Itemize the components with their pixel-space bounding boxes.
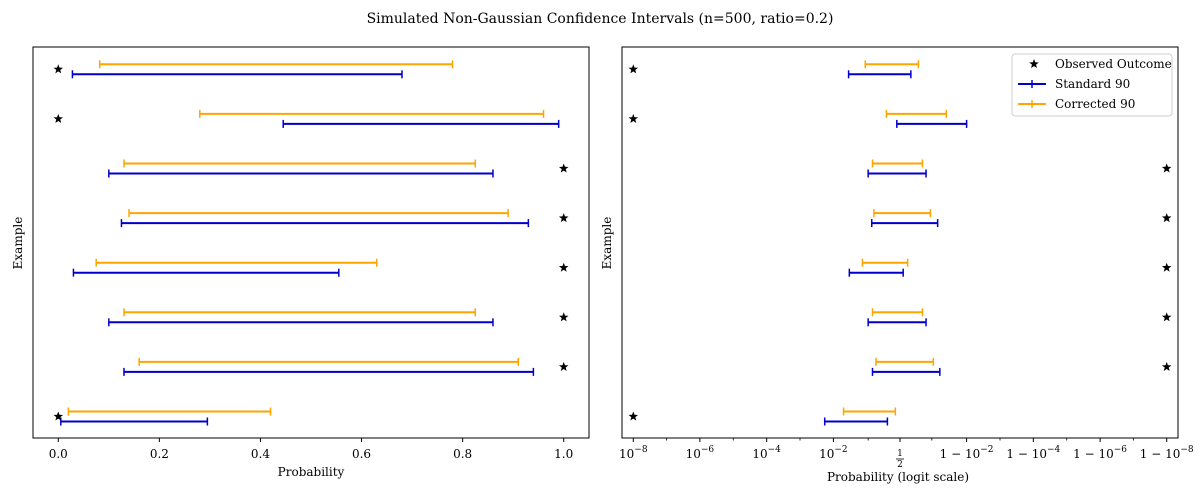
legend-label-observed: Observed Outcome bbox=[1055, 57, 1172, 71]
left-observed-point-6 bbox=[53, 113, 64, 123]
left-standard-interval-3 bbox=[72, 268, 340, 277]
right-x-axis-label: Probability (logit scale) bbox=[827, 470, 969, 484]
left-observed-point-1 bbox=[558, 361, 569, 371]
right-observed-point-4 bbox=[1161, 213, 1172, 223]
left-observed-point-0 bbox=[53, 411, 64, 421]
right-x-tick-label: 1 − 10−8 bbox=[1140, 445, 1194, 461]
left-corrected-interval-6 bbox=[199, 109, 545, 118]
right-x-tick-label: 10−6 bbox=[686, 445, 715, 461]
left-observed-point-7 bbox=[53, 64, 64, 74]
right-x-tick-label: 1 bbox=[897, 449, 903, 459]
left-plot-marks bbox=[53, 60, 569, 426]
left-panel: 0.0 0.2 0.4 0.6 0.8 1.0 Probability Example bbox=[11, 46, 590, 479]
right-observed-point-1 bbox=[1161, 361, 1172, 371]
right-corrected-interval-2 bbox=[871, 308, 924, 317]
right-x-ticks: 10−8 10−6 10−4 10−2 12 1 − 10−2 1 − 10−4 1 − 10… bbox=[619, 438, 1194, 470]
legend-swatch-observed bbox=[1029, 59, 1039, 69]
left-standard-interval-1 bbox=[123, 367, 535, 376]
left-x-tick-label: 0.2 bbox=[150, 447, 169, 461]
right-corrected-interval-5 bbox=[871, 159, 924, 168]
right-observed-point-6 bbox=[628, 113, 639, 123]
right-plot-marks bbox=[628, 60, 1172, 426]
right-x-tick-label: 1 − 10−2 bbox=[940, 445, 994, 461]
right-standard-interval-0 bbox=[823, 417, 889, 426]
right-observed-point-5 bbox=[1161, 163, 1172, 173]
left-x-tick-label: 0.0 bbox=[49, 447, 68, 461]
left-observed-point-4 bbox=[558, 213, 569, 223]
right-x-tick-label: 10−2 bbox=[819, 445, 848, 461]
left-corrected-interval-7 bbox=[98, 60, 454, 69]
right-standard-interval-4 bbox=[871, 219, 939, 228]
right-observed-point-3 bbox=[1161, 262, 1172, 272]
left-corrected-interval-5 bbox=[123, 159, 477, 168]
left-standard-interval-0 bbox=[60, 417, 209, 426]
left-x-tick-label: 1.0 bbox=[554, 447, 573, 461]
right-standard-interval-1 bbox=[871, 367, 941, 376]
left-observed-point-2 bbox=[558, 312, 569, 322]
left-observed-point-5 bbox=[558, 163, 569, 173]
right-corrected-interval-0 bbox=[842, 407, 897, 416]
right-x-tick-label: 10−4 bbox=[752, 445, 781, 461]
left-corrected-interval-2 bbox=[123, 308, 477, 317]
right-x-tick-label: 10−8 bbox=[619, 445, 648, 461]
right-corrected-interval-3 bbox=[861, 258, 909, 267]
right-observed-point-7 bbox=[628, 64, 639, 74]
left-corrected-interval-3 bbox=[95, 258, 378, 267]
right-corrected-interval-6 bbox=[885, 109, 948, 118]
left-x-axis-label: Probability bbox=[278, 465, 345, 479]
right-x-tick-label: 1 − 10−4 bbox=[1006, 445, 1060, 461]
left-standard-interval-2 bbox=[108, 318, 494, 327]
right-y-axis-label: Example bbox=[600, 217, 614, 270]
right-standard-interval-6 bbox=[896, 119, 968, 128]
left-x-tick-label: 0.6 bbox=[352, 447, 371, 461]
left-x-tick-label: 0.8 bbox=[453, 447, 472, 461]
right-x-tick-label-denominator: 2 bbox=[897, 460, 903, 470]
right-standard-interval-7 bbox=[847, 70, 912, 79]
left-axes-frame bbox=[32, 46, 590, 439]
right-standard-interval-5 bbox=[867, 169, 927, 178]
right-observed-point-0 bbox=[628, 411, 639, 421]
left-corrected-interval-0 bbox=[67, 407, 272, 416]
right-corrected-interval-7 bbox=[864, 60, 920, 69]
right-corrected-interval-4 bbox=[873, 209, 932, 218]
left-standard-interval-7 bbox=[71, 70, 403, 79]
left-y-axis-label: Example bbox=[11, 217, 25, 270]
right-observed-point-2 bbox=[1161, 312, 1172, 322]
left-corrected-interval-1 bbox=[138, 357, 519, 366]
right-x-tick-label: 1 − 10−6 bbox=[1073, 445, 1127, 461]
left-corrected-interval-4 bbox=[128, 209, 509, 218]
left-standard-interval-5 bbox=[108, 169, 494, 178]
right-standard-interval-2 bbox=[867, 318, 927, 327]
right-panel: 10−8 10−6 10−4 10−2 12 1 − 10−2 1 − 10−4 1 − 10… bbox=[600, 46, 1194, 484]
left-standard-interval-4 bbox=[120, 219, 530, 228]
left-x-ticks: 0.0 0.2 0.4 0.6 0.8 1.0 bbox=[49, 438, 573, 461]
left-x-tick-label: 0.4 bbox=[251, 447, 270, 461]
figure-title: Simulated Non-Gaussian Confidence Interv… bbox=[367, 11, 834, 27]
legend-swatches bbox=[1018, 59, 1046, 108]
legend: Observed Outcome Standard 90 Corrected 9… bbox=[1011, 53, 1173, 117]
right-standard-interval-3 bbox=[848, 268, 904, 277]
left-observed-point-3 bbox=[558, 262, 569, 272]
left-standard-interval-6 bbox=[282, 119, 560, 128]
legend-label-standard: Standard 90 bbox=[1055, 77, 1130, 91]
legend-box bbox=[1011, 53, 1173, 117]
legend-label-corrected: Corrected 90 bbox=[1055, 97, 1135, 111]
right-corrected-interval-1 bbox=[875, 357, 935, 366]
